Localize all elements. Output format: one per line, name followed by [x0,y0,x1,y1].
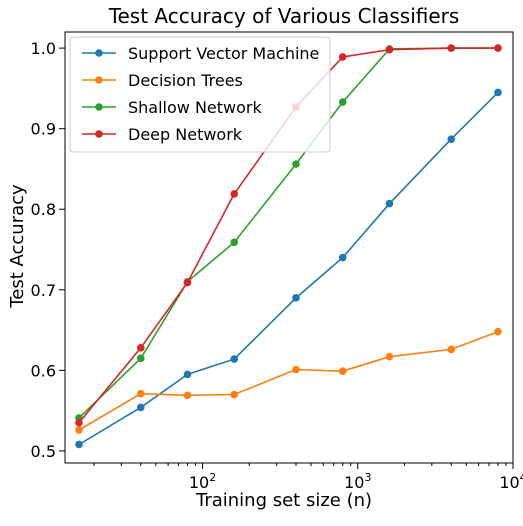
y-tick-label: 0.9 [31,120,56,139]
data-point [230,355,239,363]
data-point [385,45,394,54]
data-point [183,370,192,379]
data-point [75,440,83,449]
legend-item: Deep Network [82,125,243,144]
legend-swatch-marker [95,49,103,57]
plot-area [64,31,514,464]
legend-swatch-marker [95,130,103,138]
data-point [385,199,394,208]
legend-label: Deep Network [128,125,243,144]
data-point [447,44,456,52]
data-point [230,190,239,198]
data-point [136,389,145,398]
y-axis: 0.5 0.6 0.7 0.8 0.9 1.0 [31,39,65,461]
y-tick-label: 0.6 [31,361,56,380]
y-tick-label: 0.8 [31,200,56,219]
x-axis-label: Training set size (n) [195,490,372,511]
series-1 [75,327,502,434]
legend-label: Shallow Network [128,98,262,117]
legend: Support Vector Machine Decision Trees Shal… [69,36,331,153]
legend-swatch-marker [95,76,103,84]
data-point [385,352,394,361]
legend-item: Support Vector Machine [82,44,319,63]
x-tick-label: 102 [189,471,216,492]
y-tick-label: 1.0 [31,39,56,58]
data-point [75,418,83,427]
data-point [136,354,145,363]
legend-item: Shallow Network [82,98,262,117]
data-point [183,391,192,400]
legend-label: Decision Trees [128,71,243,90]
data-point [230,238,239,247]
legend-swatch-marker [95,103,103,111]
data-point [292,160,300,168]
data-point [292,365,300,374]
data-point [447,345,456,354]
data-point [494,44,502,52]
legend-item: Decision Trees [82,71,243,90]
y-tick-label: 0.5 [31,442,56,461]
data-point [136,343,145,352]
y-tick-label: 0.7 [31,281,56,300]
data-point [338,98,347,106]
data-point [338,367,347,375]
data-point [494,327,502,336]
plot-frame [64,31,514,464]
legend-box [69,36,331,153]
x-tick-label: 104 [499,471,523,492]
data-point [183,278,192,287]
chart-title: Test Accuracy of Various Classifiers [108,4,460,28]
data-point [75,426,83,434]
legend-label: Support Vector Machine [128,44,319,63]
data-point [338,253,347,262]
data-point [447,135,456,143]
data-point [230,390,239,399]
data-point [494,88,502,97]
data-point [136,403,145,412]
series-0 [75,88,502,449]
data-point [292,294,300,302]
y-axis-label: Test Accuracy [7,184,28,309]
x-axis: 102 103 104 [93,463,523,492]
x-tick-label: 103 [344,471,371,492]
data-point [338,53,347,61]
